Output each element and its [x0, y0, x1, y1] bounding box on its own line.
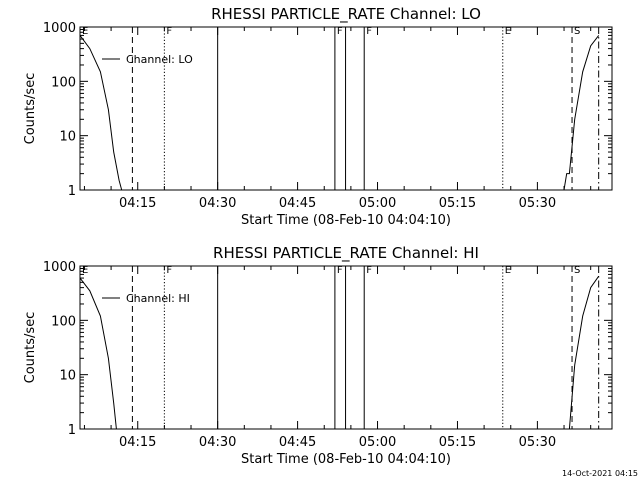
legend-label: Channel: HI [126, 292, 190, 305]
x-axis-label: Start Time (08-Feb-10 04:04:10) [241, 452, 451, 467]
y-tick-label: 100 [51, 75, 76, 90]
x-tick-label: 04:30 [199, 196, 236, 211]
x-tick-label: 04:30 [199, 435, 236, 450]
event-marker-label: E [505, 265, 511, 276]
event-marker-label: F [337, 26, 343, 37]
x-tick-label: 05:00 [359, 435, 396, 450]
series-line [79, 35, 123, 191]
y-tick-label: 1000 [43, 260, 76, 275]
y-tick-label: 100 [51, 314, 76, 329]
legend-label: Channel: LO [126, 53, 193, 66]
chart-panel-lo: RHESSI PARTICLE_RATE Channel: LO 1 10 100 10… [23, 5, 613, 228]
series-line [563, 35, 600, 191]
x-tick-label: 04:45 [279, 435, 316, 450]
x-axis-label: Start Time (08-Feb-10 04:04:10) [241, 213, 451, 228]
y-tick-label: 10 [59, 130, 76, 145]
x-tick-label: 05:30 [519, 196, 556, 211]
x-tick-label: 04:15 [119, 435, 156, 450]
chart-title: RHESSI PARTICLE_RATE Channel: HI [213, 244, 479, 263]
y-axis-label: Counts/sec [23, 312, 38, 384]
y-tick-label: 1 [68, 184, 76, 199]
series-line [568, 275, 600, 430]
event-marker-label: S [574, 265, 580, 276]
x-tick-label: 05:30 [519, 435, 556, 450]
x-tick-label: 05:15 [439, 435, 476, 450]
y-tick-label: 1000 [43, 21, 76, 36]
event-marker-label: F [166, 265, 172, 276]
event-marker-label: E [505, 26, 511, 37]
y-tick-label: 10 [59, 369, 76, 384]
y-tick-label: 1 [68, 423, 76, 438]
event-marker-label: F [366, 265, 372, 276]
x-tick-label: 05:15 [439, 196, 476, 211]
event-marker-label: E [82, 26, 88, 37]
x-tick-label: 04:15 [119, 196, 156, 211]
event-marker-label: S [574, 26, 580, 37]
x-tick-label: 04:45 [279, 196, 316, 211]
series-line [79, 277, 117, 430]
event-marker-label: F [366, 26, 372, 37]
event-marker-label: E [82, 265, 88, 276]
event-marker-label: F [337, 265, 343, 276]
event-marker-label: F [166, 26, 172, 37]
generation-timestamp: 14-Oct-2021 04:15 [562, 469, 638, 478]
chart-panel-hi: RHESSI PARTICLE_RATE Channel: HI 1 10 100 10… [23, 244, 613, 467]
x-tick-label: 05:00 [359, 196, 396, 211]
y-axis-label: Counts/sec [23, 73, 38, 145]
chart-title: RHESSI PARTICLE_RATE Channel: LO [211, 5, 481, 24]
